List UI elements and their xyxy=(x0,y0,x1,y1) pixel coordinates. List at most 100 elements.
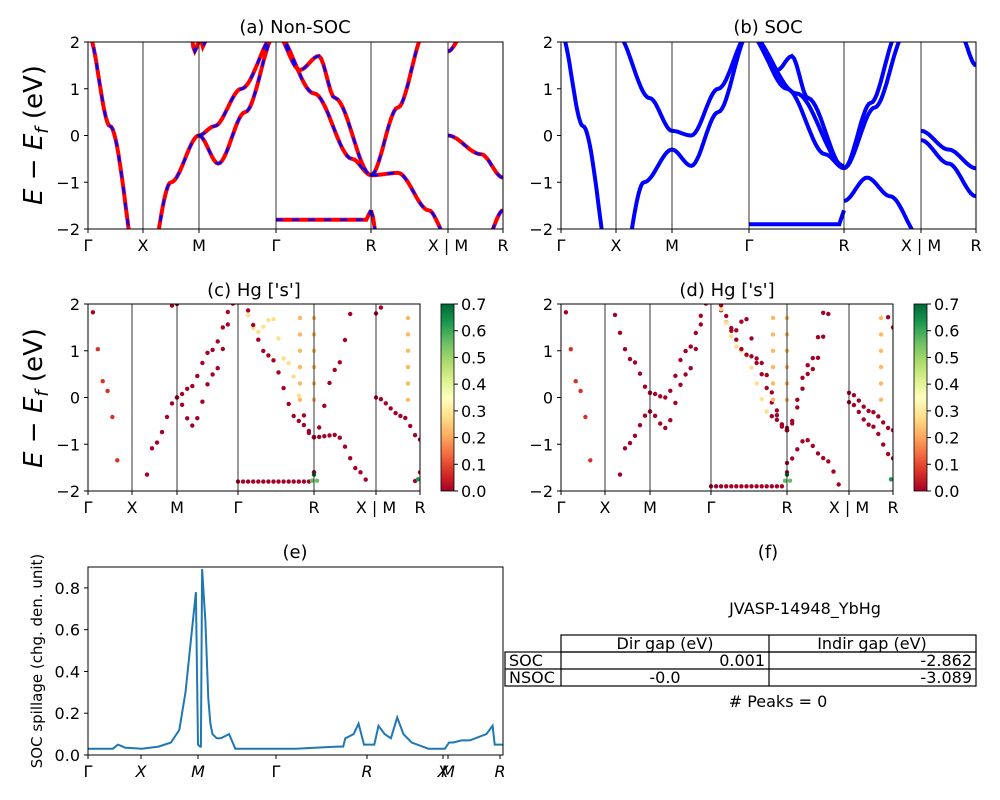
x-tick-label: X | M xyxy=(901,236,941,255)
panel-d-title: (d) Hg ['s'] xyxy=(679,280,774,301)
scatter-point xyxy=(810,366,815,372)
y-tick-label: 1 xyxy=(543,80,553,99)
y-tick-label: 1 xyxy=(70,342,80,361)
scatter-point xyxy=(805,438,810,443)
x-tick-label: Γ xyxy=(84,236,93,255)
band-line-b-12 xyxy=(920,128,976,171)
scatter-point xyxy=(663,395,668,400)
band-line-a-14 xyxy=(490,208,503,229)
scatter-point xyxy=(754,356,759,361)
scatter-point xyxy=(266,318,271,323)
y-axis-label-top: E − Ef (eV) xyxy=(19,65,53,205)
scatter-point xyxy=(383,401,388,406)
scatter-point xyxy=(718,484,724,489)
scatter-point xyxy=(327,433,332,438)
x-tick-label: R xyxy=(308,498,319,517)
scatter-point xyxy=(876,414,881,419)
scatter-point xyxy=(718,304,724,308)
scatter-point xyxy=(405,364,411,370)
scatter-point xyxy=(337,360,342,365)
colorbar-tick-label: 0.7 xyxy=(461,295,486,314)
scatter-point xyxy=(297,397,303,402)
scatter-point xyxy=(563,310,569,315)
scatter-point xyxy=(568,347,573,352)
scatter-point xyxy=(878,315,884,321)
panel-e-title: (e) xyxy=(282,542,307,563)
x-tick-label: M xyxy=(170,498,184,517)
band-line-b-10 xyxy=(843,175,914,229)
scatter-point xyxy=(693,330,698,336)
scatter-point xyxy=(309,478,315,483)
scatter-point xyxy=(388,406,393,411)
scatter-point xyxy=(739,319,744,324)
panel-c-title: (c) Hg ['s'] xyxy=(207,280,301,301)
scatter-point xyxy=(693,346,698,352)
panel-a-title: (a) Non-SOC xyxy=(239,17,350,38)
colorbar-tick-label: 0.2 xyxy=(461,429,486,448)
y-tick-label: −2 xyxy=(56,220,80,239)
scatter-point xyxy=(266,479,271,484)
scatter-point xyxy=(179,402,185,407)
scatter-point xyxy=(749,484,754,489)
scatter-point xyxy=(698,313,703,318)
scatter-point xyxy=(632,360,638,365)
x-tick-label: X | M xyxy=(829,498,869,517)
scatter-point xyxy=(403,415,408,421)
scatter-point xyxy=(759,360,764,366)
colorbar-tick-label: 0.0 xyxy=(934,482,959,501)
scatter-point xyxy=(261,324,266,329)
scatter-point xyxy=(866,422,871,427)
scatter-point xyxy=(296,393,301,398)
scatter-point xyxy=(622,446,628,451)
band-line-a-4 xyxy=(198,42,271,165)
colorbar-tick-label: 0.3 xyxy=(461,402,486,421)
scatter-point xyxy=(144,472,150,477)
scatter-point xyxy=(612,312,618,318)
x-tick-label: M xyxy=(441,762,455,781)
x-tick-label: X xyxy=(611,236,622,255)
scatter-point xyxy=(795,447,800,452)
scatter-point xyxy=(642,413,648,418)
scatter-point xyxy=(749,365,754,370)
scatter-point xyxy=(190,383,195,389)
scatter-point xyxy=(821,334,826,339)
scatter-point xyxy=(271,479,276,484)
scatter-point xyxy=(734,328,739,333)
panel-c-points xyxy=(90,304,420,491)
scatter-point xyxy=(332,432,337,438)
scatter-point xyxy=(617,330,623,335)
scatter-point xyxy=(322,434,327,439)
scatter-point xyxy=(885,425,891,431)
scatter-point xyxy=(301,479,307,484)
scatter-point xyxy=(245,479,251,484)
scatter-point xyxy=(348,311,353,317)
scatter-point xyxy=(608,298,612,302)
x-tick-label: X xyxy=(600,498,611,517)
scatter-point xyxy=(220,346,225,352)
scatter-point xyxy=(774,413,780,418)
x-tick-label: X xyxy=(127,498,138,517)
colorbar-tick-label: 0.1 xyxy=(934,455,959,474)
band-line-a-0 xyxy=(90,42,130,229)
x-tick-label: X xyxy=(437,762,450,781)
scatter-point xyxy=(652,413,658,418)
scatter-point xyxy=(861,417,866,422)
y-tick-label: 0.4 xyxy=(55,662,80,681)
scatter-point xyxy=(342,444,348,449)
scatter-point xyxy=(353,465,358,471)
y-tick-label: 1 xyxy=(543,342,553,361)
x-tick-label: R xyxy=(497,236,508,255)
scatter-point xyxy=(770,315,776,321)
y-tick-label: 1 xyxy=(70,80,80,99)
scatter-point xyxy=(363,477,368,482)
scatter-point xyxy=(405,381,411,386)
scatter-point xyxy=(698,322,703,327)
colorbar-tick-label: 0.7 xyxy=(934,295,959,314)
scatter-point xyxy=(769,414,774,419)
y-tick-label: 0.0 xyxy=(55,746,80,765)
scatter-point xyxy=(190,423,195,428)
scatter-point xyxy=(405,348,411,353)
scatter-point xyxy=(169,401,175,406)
scatter-point xyxy=(251,326,256,331)
y-tick-label: −2 xyxy=(56,482,80,501)
